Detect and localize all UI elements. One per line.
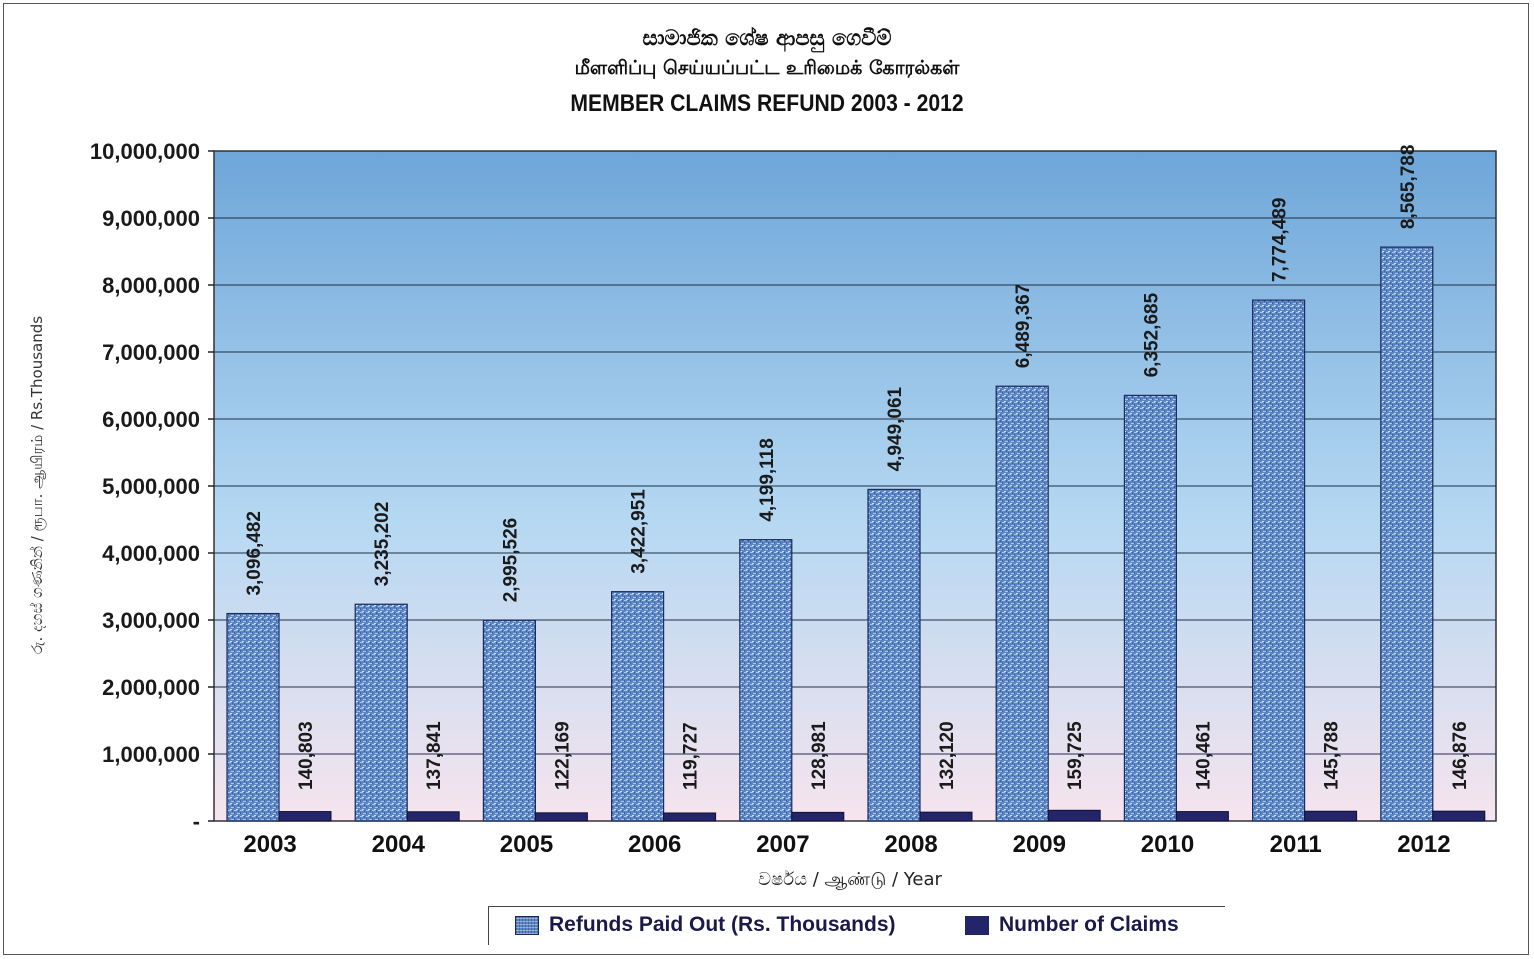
data-label-claims-2009: 159,725 (1065, 721, 1086, 790)
data-label-claims-2011: 145,788 (1322, 721, 1343, 790)
x-axis-label: වර්ෂය / ஆண்டு / Year (758, 869, 942, 890)
legend-swatch-claims (965, 915, 989, 935)
x-tick-label-2011: 2011 (1270, 831, 1322, 858)
x-axis-ticks: 2003 2004 2005 2006 2007 2008 2009 2010 2011 2012 (243, 831, 1450, 858)
bar-refunds-2010 (1123, 394, 1178, 822)
data-label-claims-2004: 137,841 (424, 721, 445, 790)
bar-refunds-2009 (995, 385, 1049, 822)
data-label-refunds-2010: 6,352,685 (1141, 292, 1162, 377)
chart-title-tamil: மீளளிப்பு செய்யப்பட்ட உரிமைக் கோரல்கள் (574, 57, 960, 79)
bar-claims-2006 (663, 812, 717, 822)
data-label-refunds-2004: 3,235,202 (372, 502, 393, 587)
bar-claims-2003 (278, 811, 332, 822)
bar-refunds-2004 (354, 603, 408, 822)
bar-claims-2009 (1047, 809, 1101, 822)
bar-claims-2004 (406, 811, 460, 822)
bar-claims-2007 (791, 811, 845, 822)
y-tick-label: 3,000,000 (102, 608, 200, 633)
x-tick-label-2009: 2009 (1013, 831, 1066, 858)
x-tick-label-2012: 2012 (1397, 831, 1450, 858)
data-label-refunds-2003: 3,096,482 (244, 511, 265, 596)
data-label-refunds-2012: 8,565,788 (1398, 145, 1419, 230)
bar-refunds-2011 (1251, 299, 1306, 822)
y-tick-label: 1,000,000 (102, 742, 200, 767)
bar-claims-2011 (1304, 810, 1358, 822)
legend: Refunds Paid Out (Rs. Thousands) Number … (488, 906, 1225, 945)
bar-refunds-2012 (1380, 246, 1434, 822)
y-axis-ticks: - 1,000,000 2,000,000 3,000,000 4,000,000 5,0… (90, 139, 214, 834)
legend-label-refunds: Refunds Paid Out (Rs. Thousands) (549, 913, 896, 936)
data-label-refunds-2008: 4,949,061 (885, 386, 906, 471)
bar-claims-2012 (1432, 810, 1486, 822)
bar-claims-2010 (1175, 811, 1229, 822)
legend-label-claims: Number of Claims (999, 913, 1179, 936)
data-label-refunds-2005: 2,995,526 (500, 518, 521, 603)
data-label-refunds-2007: 4,199,118 (757, 438, 778, 521)
chart-title-sinhala: සාමාජික ශේෂ ආපසු ගෙවීම් (642, 26, 892, 50)
legend-swatch-refunds (515, 915, 539, 935)
y-tick-label: 8,000,000 (102, 273, 200, 298)
y-tick-label: 5,000,000 (102, 474, 200, 499)
bar-refunds-2003 (226, 612, 280, 822)
bars (226, 246, 1486, 822)
data-label-claims-2010: 140,461 (1193, 721, 1214, 790)
data-label-claims-2003: 140,803 (296, 721, 317, 790)
bar-refunds-2008 (867, 488, 921, 822)
bar-refunds-2007 (739, 539, 793, 822)
data-label-claims-2008: 132,120 (937, 721, 958, 790)
chart-title-english: MEMBER CLAIMS REFUND 2003 - 2012 (570, 90, 964, 117)
y-tick-label: 7,000,000 (102, 340, 200, 365)
x-tick-label-2004: 2004 (372, 831, 426, 858)
data-label-refunds-2009: 6,489,367 (1013, 284, 1034, 369)
x-tick-label-2005: 2005 (500, 831, 553, 858)
y-tick-label: 9,000,000 (102, 206, 200, 231)
y-tick-label: 10,000,000 (90, 139, 200, 164)
y-tick-label: 2,000,000 (102, 675, 200, 700)
data-label-refunds-2011: 7,774,489 (1270, 198, 1291, 283)
x-tick-label-2003: 2003 (243, 831, 296, 858)
bar-claims-2005 (534, 812, 588, 822)
data-label-claims-2007: 128,981 (809, 721, 830, 790)
y-axis-label: රු. දහස් ගණනින් / ரூபா. ஆயிரம் / Rs.Thou… (28, 315, 46, 655)
x-tick-label-2010: 2010 (1141, 831, 1194, 858)
bar-claims-2008 (919, 811, 973, 822)
legend-item-refunds: Refunds Paid Out (Rs. Thousands) (515, 913, 896, 937)
data-label-claims-2012: 146,876 (1450, 721, 1471, 790)
data-label-claims-2005: 122,169 (552, 721, 573, 790)
x-tick-label-2008: 2008 (884, 831, 937, 858)
chart-frame (3, 3, 1529, 955)
y-tick-label: 6,000,000 (102, 407, 200, 432)
y-tick-label: - (193, 809, 200, 834)
legend-item-claims: Number of Claims (965, 913, 1179, 937)
data-label-refunds-2006: 3,422,951 (629, 489, 650, 574)
data-labels: 3,096,482 140,803 3,235,202 137,841 2,995,52… (244, 145, 1471, 790)
data-label-claims-2006: 119,727 (681, 722, 702, 790)
y-tick-label: 4,000,000 (102, 541, 200, 566)
x-tick-label-2006: 2006 (628, 831, 681, 858)
bar-refunds-2005 (482, 619, 536, 822)
x-tick-label-2007: 2007 (756, 831, 809, 858)
bar-refunds-2006 (610, 591, 665, 822)
